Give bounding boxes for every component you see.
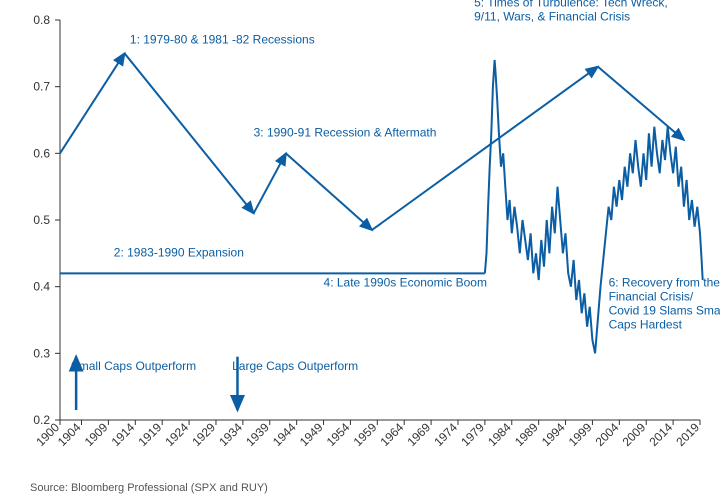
x-tick-label: 1994 — [539, 420, 568, 449]
x-tick-label: 2019 — [673, 420, 702, 449]
x-tick-label: 1924 — [162, 420, 191, 449]
x-tick-label: 1919 — [136, 420, 165, 449]
annotation-a5: 9/11, Wars, & Financial Crisis — [474, 10, 630, 24]
y-tick-label: 0.5 — [33, 213, 50, 227]
annotation-a6: 6: Recovery from the — [609, 276, 720, 290]
trend-line-1 — [60, 53, 125, 153]
x-tick-label: 2009 — [620, 420, 649, 449]
trend-line-3 — [254, 153, 286, 213]
annotation-a3: 3: 1990-91 Recession & Aftermath — [254, 126, 437, 140]
x-tick-label: 1989 — [512, 420, 541, 449]
x-tick-label: 1974 — [431, 420, 460, 449]
x-tick-label: 1939 — [243, 420, 272, 449]
annotation-a6: Caps Hardest — [609, 318, 683, 332]
x-tick-label: 1969 — [404, 420, 433, 449]
annotation-a2: 2: 1983-1990 Expansion — [114, 246, 244, 260]
x-tick-label: 2014 — [646, 420, 675, 449]
x-tick-label: 1914 — [109, 420, 138, 449]
x-tick-label: 2004 — [593, 420, 622, 449]
trend-line-4 — [286, 153, 372, 230]
x-tick-label: 1959 — [351, 420, 380, 449]
x-tick-label: 1949 — [297, 420, 326, 449]
ratio-line-chart: 0.20.30.40.50.60.70.81900190419091914191… — [0, 0, 720, 460]
annotation-lc: Large Caps Outperform — [232, 359, 358, 373]
x-tick-label: 1954 — [324, 420, 353, 449]
y-tick-label: 0.8 — [33, 13, 50, 27]
annotation-a6: Financial Crisis/ — [609, 290, 694, 304]
x-tick-label: 1979 — [458, 420, 487, 449]
y-tick-label: 0.7 — [33, 80, 50, 94]
x-tick-label: 1944 — [270, 420, 299, 449]
annotation-a6: Covid 19 Slams Small — [609, 304, 720, 318]
x-tick-label: 1904 — [55, 420, 84, 449]
x-tick-label: 1929 — [189, 420, 218, 449]
annotation-a4: 4: Late 1990s Economic Boom — [324, 276, 487, 290]
x-tick-label: 1909 — [82, 420, 111, 449]
y-tick-label: 0.6 — [33, 146, 50, 160]
annotation-a5: 5: Times of Turbulence: Tech Wreck, — [474, 0, 668, 10]
annotation-sc: Small Caps Outperform — [71, 359, 196, 373]
annotation-a1: 1: 1979-80 & 1981 -82 Recessions — [130, 32, 315, 46]
trend-line-6 — [598, 67, 684, 140]
y-tick-label: 0.3 — [33, 346, 50, 360]
x-tick-label: 1934 — [216, 420, 245, 449]
x-tick-label: 1984 — [485, 420, 514, 449]
y-tick-label: 0.4 — [33, 280, 50, 294]
x-tick-label: 1999 — [566, 420, 595, 449]
trend-line-5 — [372, 67, 598, 230]
x-tick-label: 1964 — [378, 420, 407, 449]
source-caption: Source: Bloomberg Professional (SPX and … — [30, 482, 268, 494]
trend-line-2 — [125, 53, 254, 213]
